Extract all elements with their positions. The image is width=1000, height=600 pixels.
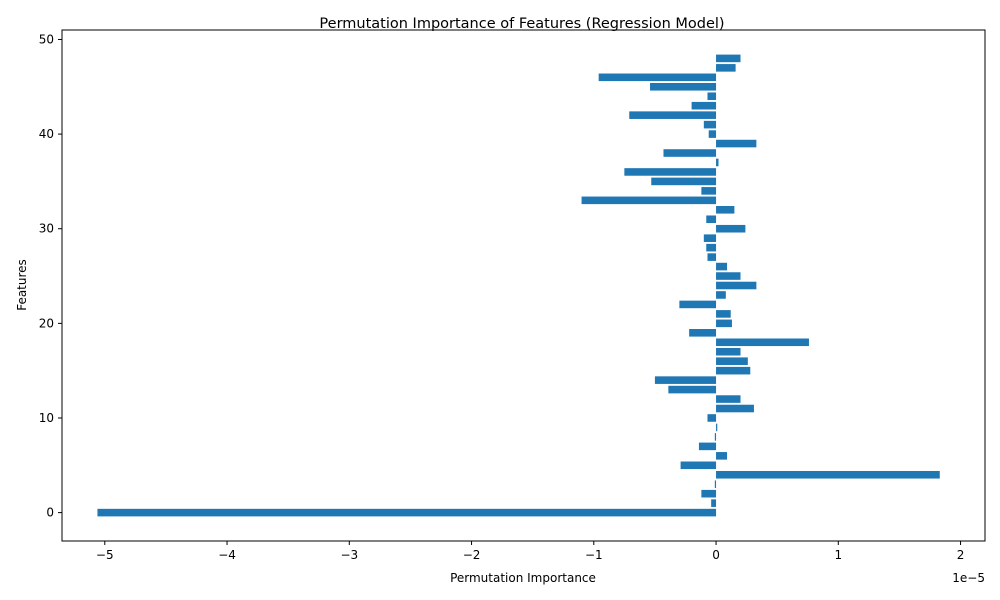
bar-feature-21 xyxy=(716,310,731,318)
bar-feature-24 xyxy=(716,281,757,290)
bar-feature-14 xyxy=(654,376,717,384)
bar-feature-46 xyxy=(598,73,717,82)
bar-feature-41 xyxy=(703,120,717,129)
bar-feature-26 xyxy=(716,262,728,271)
x-tick-label: −3 xyxy=(340,548,358,562)
bar-feature-27 xyxy=(707,253,717,261)
y-tick-label: 40 xyxy=(39,127,54,141)
bar-feature-36 xyxy=(624,168,717,176)
bar-feature-40 xyxy=(708,130,717,138)
bar-feature-9 xyxy=(716,423,718,432)
bar-feature-31 xyxy=(706,215,717,224)
bar-feature-16 xyxy=(716,357,748,365)
bar-feature-39 xyxy=(716,139,757,148)
bar-feature-4 xyxy=(716,470,940,479)
x-tick-label: −2 xyxy=(463,548,481,562)
x-tick-label: 1 xyxy=(834,548,842,562)
bar-feature-32 xyxy=(716,206,735,214)
y-tick-label: 50 xyxy=(39,32,54,46)
y-tick-label: 10 xyxy=(39,411,54,425)
bar-feature-33 xyxy=(581,196,717,205)
y-tick-label: 0 xyxy=(46,506,54,520)
bar-feature-23 xyxy=(716,291,726,299)
bar-feature-10 xyxy=(707,414,717,422)
bar-feature-38 xyxy=(663,149,717,157)
bar-feature-8 xyxy=(714,433,717,441)
bar-feature-30 xyxy=(716,224,746,233)
bar-feature-3 xyxy=(714,480,717,489)
x-tick-label: 2 xyxy=(957,548,965,562)
x-axis-label: Permutation Importance xyxy=(450,571,596,585)
x-axis-offset-label: 1e−5 xyxy=(952,571,985,585)
bar-feature-17 xyxy=(716,347,741,356)
y-ticks-group: 0 10 20 30 40 50 xyxy=(39,32,62,520)
bar-feature-47 xyxy=(716,64,736,72)
x-tick-label: −4 xyxy=(218,548,236,562)
bar-feature-2 xyxy=(701,489,717,498)
bar-feature-12 xyxy=(716,395,741,403)
bar-feature-11 xyxy=(716,404,754,413)
bar-feature-19 xyxy=(689,329,717,337)
bar-feature-5 xyxy=(680,461,717,470)
bar-feature-15 xyxy=(716,366,751,375)
chart-title: Permutation Importance of Features (Regr… xyxy=(319,16,724,32)
y-tick-label: 20 xyxy=(39,316,54,330)
bar-feature-35 xyxy=(651,177,717,186)
bar-feature-20 xyxy=(716,319,732,328)
x-tick-label: −1 xyxy=(585,548,603,562)
bar-feature-43 xyxy=(691,101,717,110)
bar-feature-7 xyxy=(698,442,717,451)
bar-feature-42 xyxy=(629,111,717,119)
bar-feature-44 xyxy=(707,92,717,101)
bars-group xyxy=(97,54,940,517)
bar-feature-45 xyxy=(650,82,717,91)
bar-feature-18 xyxy=(716,338,809,347)
bar-feature-37 xyxy=(716,158,719,167)
y-tick-label: 30 xyxy=(39,222,54,236)
bar-feature-22 xyxy=(679,300,717,309)
bar-feature-25 xyxy=(716,272,741,280)
y-axis-label: Features xyxy=(15,259,29,311)
bar-feature-28 xyxy=(706,243,717,252)
plot-frame xyxy=(61,29,986,542)
x-tick-label: 0 xyxy=(712,548,720,562)
bar-feature-6 xyxy=(716,452,728,460)
bar-feature-34 xyxy=(701,187,717,195)
x-ticks-group: −5 −4 −3 −2 −1 0 1 2 xyxy=(96,541,964,562)
bar-feature-1 xyxy=(711,499,717,507)
x-tick-label: −5 xyxy=(96,548,114,562)
bar-feature-48 xyxy=(716,54,741,63)
bar-feature-13 xyxy=(668,385,717,394)
bar-feature-0 xyxy=(97,508,717,517)
bar-feature-29 xyxy=(703,234,717,242)
